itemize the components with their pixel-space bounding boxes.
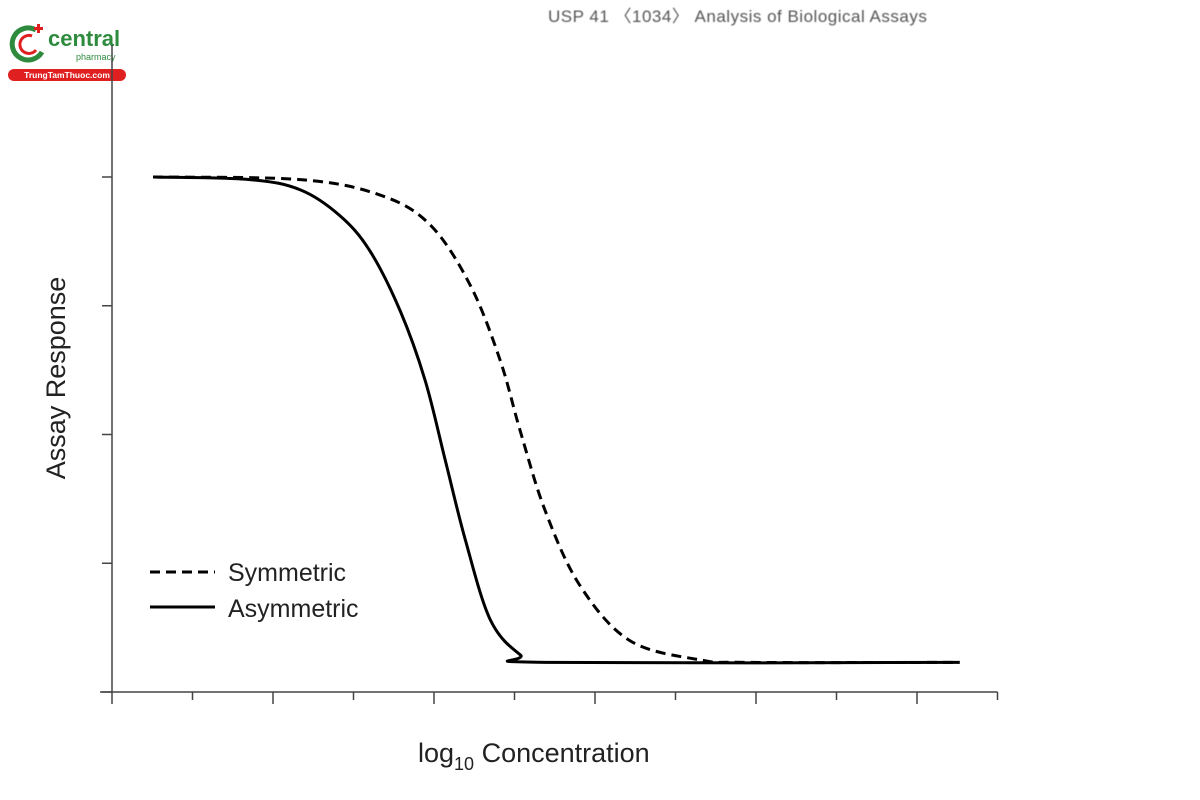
series-symmetric-line bbox=[153, 175, 960, 665]
y-axis-label: Assay Response bbox=[41, 277, 71, 480]
logo-name: central bbox=[48, 26, 121, 51]
logo-badge: TrungTamThuoc.com bbox=[8, 69, 126, 81]
logo-sub: pharmacy bbox=[76, 52, 116, 62]
series-asymmetric-line bbox=[153, 175, 960, 665]
legend-asymmetric-label: Asymmetric bbox=[228, 595, 359, 623]
page-header: USP 41 〈1034〉 Analysis of Biological Ass… bbox=[548, 7, 928, 26]
legend-symmetric-label: Symmetric bbox=[228, 559, 346, 587]
logo-icon bbox=[9, 24, 45, 63]
x-axis-label: log10 Concentration bbox=[418, 738, 650, 774]
legend: Symmetric Asymmetric bbox=[150, 559, 359, 623]
logo: central pharmacy TrungTamThuoc.com bbox=[6, 22, 128, 82]
